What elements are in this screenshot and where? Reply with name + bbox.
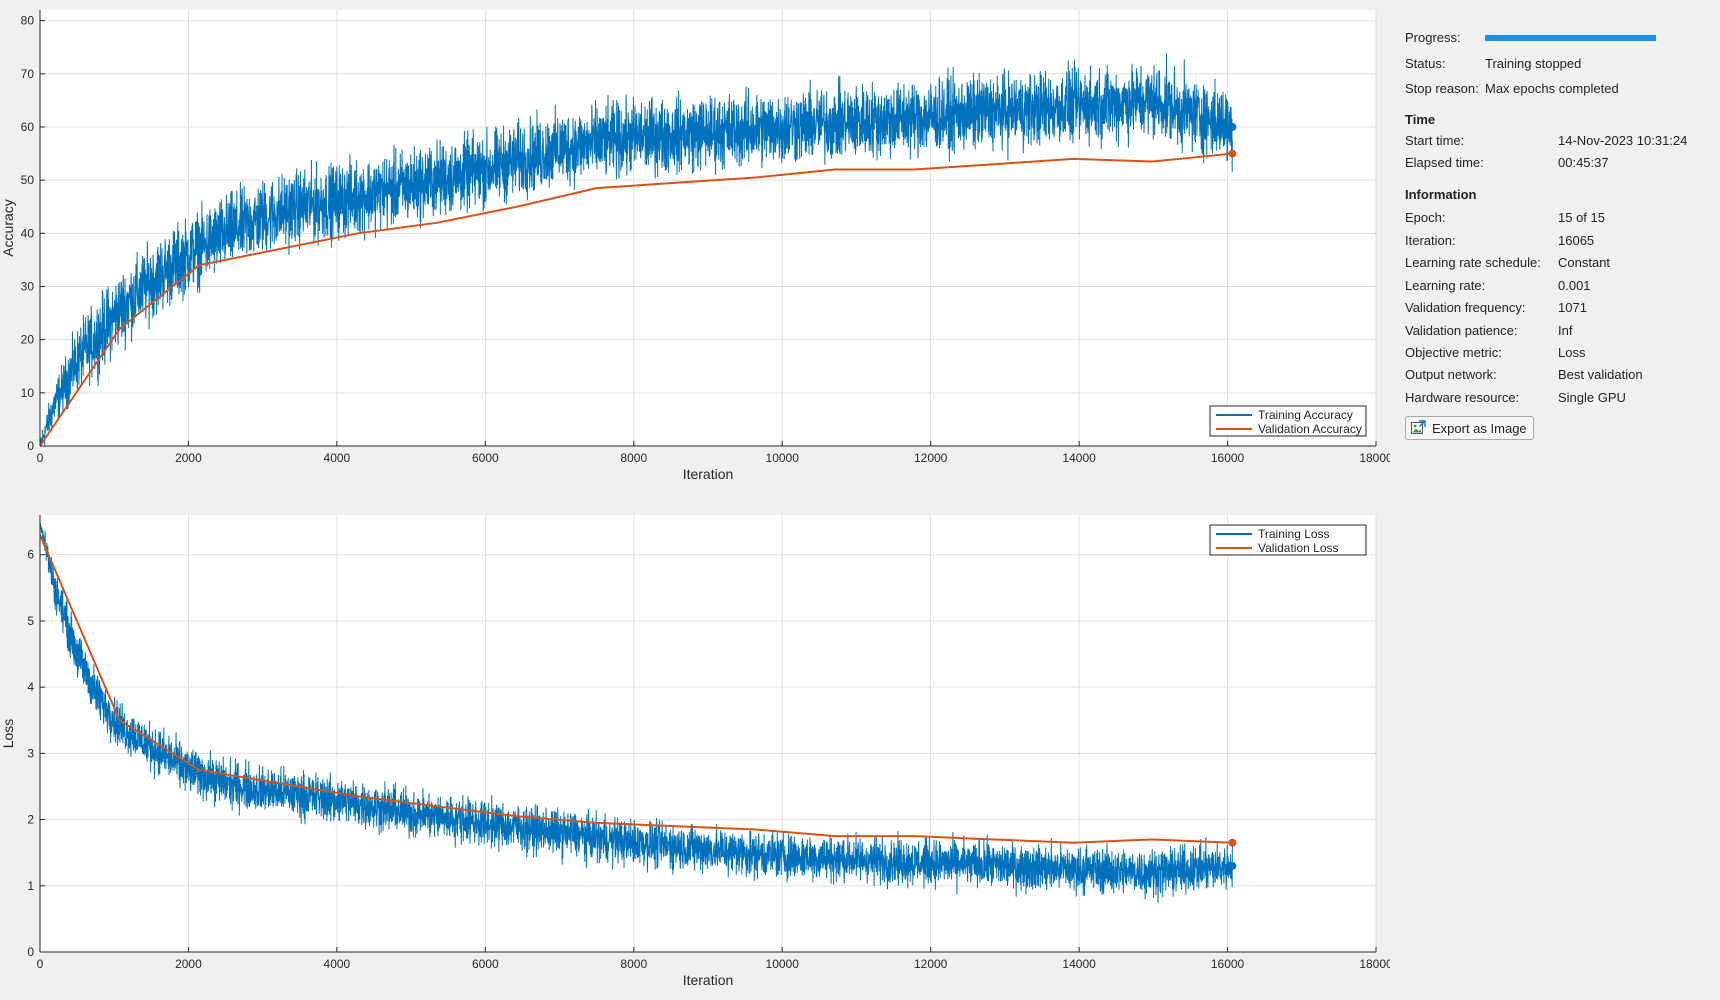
time-heading: Time bbox=[1405, 112, 1436, 127]
iteration-value: 16065 bbox=[1558, 233, 1595, 248]
y-tick-label: 4 bbox=[27, 680, 34, 694]
y-tick-label: 5 bbox=[27, 614, 34, 628]
elapsed-time-label: Elapsed time: bbox=[1405, 155, 1484, 170]
x-tick-label: 18000 bbox=[1359, 451, 1390, 465]
y-tick-label: 10 bbox=[21, 386, 35, 400]
objective-metric-value: Loss bbox=[1558, 345, 1586, 360]
output-network-value: Best validation bbox=[1558, 367, 1643, 382]
x-tick-label: 10000 bbox=[766, 451, 800, 465]
series-line-validation-accuracy bbox=[40, 152, 1233, 446]
legend-entry: Training Accuracy bbox=[1258, 408, 1353, 422]
y-tick-label: 80 bbox=[21, 14, 35, 28]
export-as-image-label: Export as Image bbox=[1432, 420, 1527, 436]
epoch-label: Epoch: bbox=[1405, 210, 1446, 225]
y-tick-label: 0 bbox=[27, 439, 34, 453]
legend-box bbox=[1209, 524, 1367, 556]
y-tick-label: 3 bbox=[27, 746, 34, 760]
validation-frequency-value: 1071 bbox=[1558, 300, 1587, 315]
accuracy-chart: 0 2000 4000 6000 8000 10000 12000 14000 16000 180… bbox=[0, 10, 1390, 482]
start-time-label: Start time: bbox=[1405, 133, 1465, 148]
series-line-validation-loss bbox=[40, 534, 1233, 844]
export-image-icon bbox=[1410, 420, 1426, 436]
output-network-label: Output network: bbox=[1405, 367, 1497, 382]
x-tick-label: 10000 bbox=[766, 957, 800, 971]
validation-patience-value: Inf bbox=[1558, 323, 1573, 338]
x-tick-label: 8000 bbox=[620, 451, 647, 465]
series-end-marker bbox=[1228, 861, 1237, 870]
elapsed-time-value: 00:45:37 bbox=[1558, 155, 1609, 170]
series-end-marker bbox=[1228, 838, 1237, 847]
y-tick-label: 2 bbox=[27, 813, 34, 827]
stop-reason-label: Stop reason: bbox=[1405, 81, 1479, 96]
x-tick-label: 6000 bbox=[472, 957, 499, 971]
objective-metric-label: Objective metric: bbox=[1405, 345, 1502, 360]
information-heading: Information bbox=[1405, 187, 1477, 202]
x-tick-label: 14000 bbox=[1062, 451, 1096, 465]
series-end-marker bbox=[1228, 122, 1237, 131]
lr-schedule-label: Learning rate schedule: bbox=[1405, 255, 1541, 270]
stop-reason-value: Max epochs completed bbox=[1485, 81, 1619, 96]
legend-box bbox=[1209, 405, 1367, 437]
training-plots: 0 2000 4000 6000 8000 10000 12000 14000 16000 180… bbox=[0, 10, 1390, 988]
x-tick-label: 14000 bbox=[1062, 957, 1096, 971]
x-tick-label: 4000 bbox=[324, 957, 351, 971]
x-axis-label: Iteration bbox=[683, 972, 734, 988]
y-tick-label: 70 bbox=[21, 67, 35, 81]
x-tick-label: 0 bbox=[37, 957, 44, 971]
start-time-value: 14-Nov-2023 10:31:24 bbox=[1558, 133, 1688, 148]
x-tick-label: 16000 bbox=[1211, 957, 1245, 971]
epoch-value: 15 of 15 bbox=[1558, 210, 1605, 225]
x-axis-label: Iteration bbox=[683, 466, 734, 482]
y-tick-label: 30 bbox=[21, 279, 35, 293]
lr-schedule-value: Constant bbox=[1558, 255, 1611, 270]
y-tick-label: 20 bbox=[21, 333, 35, 347]
y-axis-label: Accuracy bbox=[0, 199, 16, 257]
x-tick-label: 18000 bbox=[1359, 957, 1390, 971]
progress-bar bbox=[1485, 35, 1656, 41]
x-tick-label: 0 bbox=[37, 451, 44, 465]
loss-chart: 0 2000 4000 6000 8000 10000 12000 14000 16000 180… bbox=[0, 515, 1390, 988]
validation-frequency-label: Validation frequency: bbox=[1405, 300, 1526, 315]
legend-entry: Training Loss bbox=[1258, 527, 1330, 541]
series-line-training-accuracy bbox=[40, 53, 1233, 446]
y-tick-label: 0 bbox=[27, 945, 34, 959]
x-tick-label: 2000 bbox=[175, 451, 202, 465]
x-tick-label: 4000 bbox=[324, 451, 351, 465]
y-tick-label: 6 bbox=[27, 548, 34, 562]
legend-entry: Validation Accuracy bbox=[1258, 422, 1362, 436]
x-tick-label: 2000 bbox=[175, 957, 202, 971]
status-label: Status: bbox=[1405, 56, 1446, 71]
learning-rate-label: Learning rate: bbox=[1405, 278, 1486, 293]
x-tick-label: 6000 bbox=[472, 451, 499, 465]
y-tick-label: 1 bbox=[27, 879, 34, 893]
y-tick-label: 60 bbox=[21, 120, 35, 134]
export-as-image-button[interactable]: Export as Image bbox=[1405, 416, 1534, 440]
y-axis-label: Loss bbox=[0, 719, 16, 749]
y-tick-label: 50 bbox=[21, 173, 35, 187]
x-tick-label: 12000 bbox=[914, 451, 948, 465]
hardware-resource-value: Single GPU bbox=[1558, 390, 1626, 405]
hardware-resource-label: Hardware resource: bbox=[1405, 390, 1520, 405]
training-info-panel: Progress: Status: Training stopped Stop … bbox=[1390, 0, 1720, 1000]
x-tick-label: 8000 bbox=[620, 957, 647, 971]
iteration-label: Iteration: bbox=[1405, 233, 1456, 248]
status-value: Training stopped bbox=[1485, 56, 1582, 71]
series-end-marker bbox=[1228, 149, 1237, 158]
series-line-training-loss bbox=[40, 523, 1233, 904]
legend-entry: Validation Loss bbox=[1258, 541, 1339, 555]
x-tick-label: 12000 bbox=[914, 957, 948, 971]
learning-rate-value: 0.001 bbox=[1558, 278, 1591, 293]
progress-label: Progress: bbox=[1405, 30, 1461, 45]
y-tick-label: 40 bbox=[21, 226, 35, 240]
validation-patience-label: Validation patience: bbox=[1405, 323, 1518, 338]
x-tick-label: 16000 bbox=[1211, 451, 1245, 465]
progress-bar-fill bbox=[1485, 35, 1656, 41]
